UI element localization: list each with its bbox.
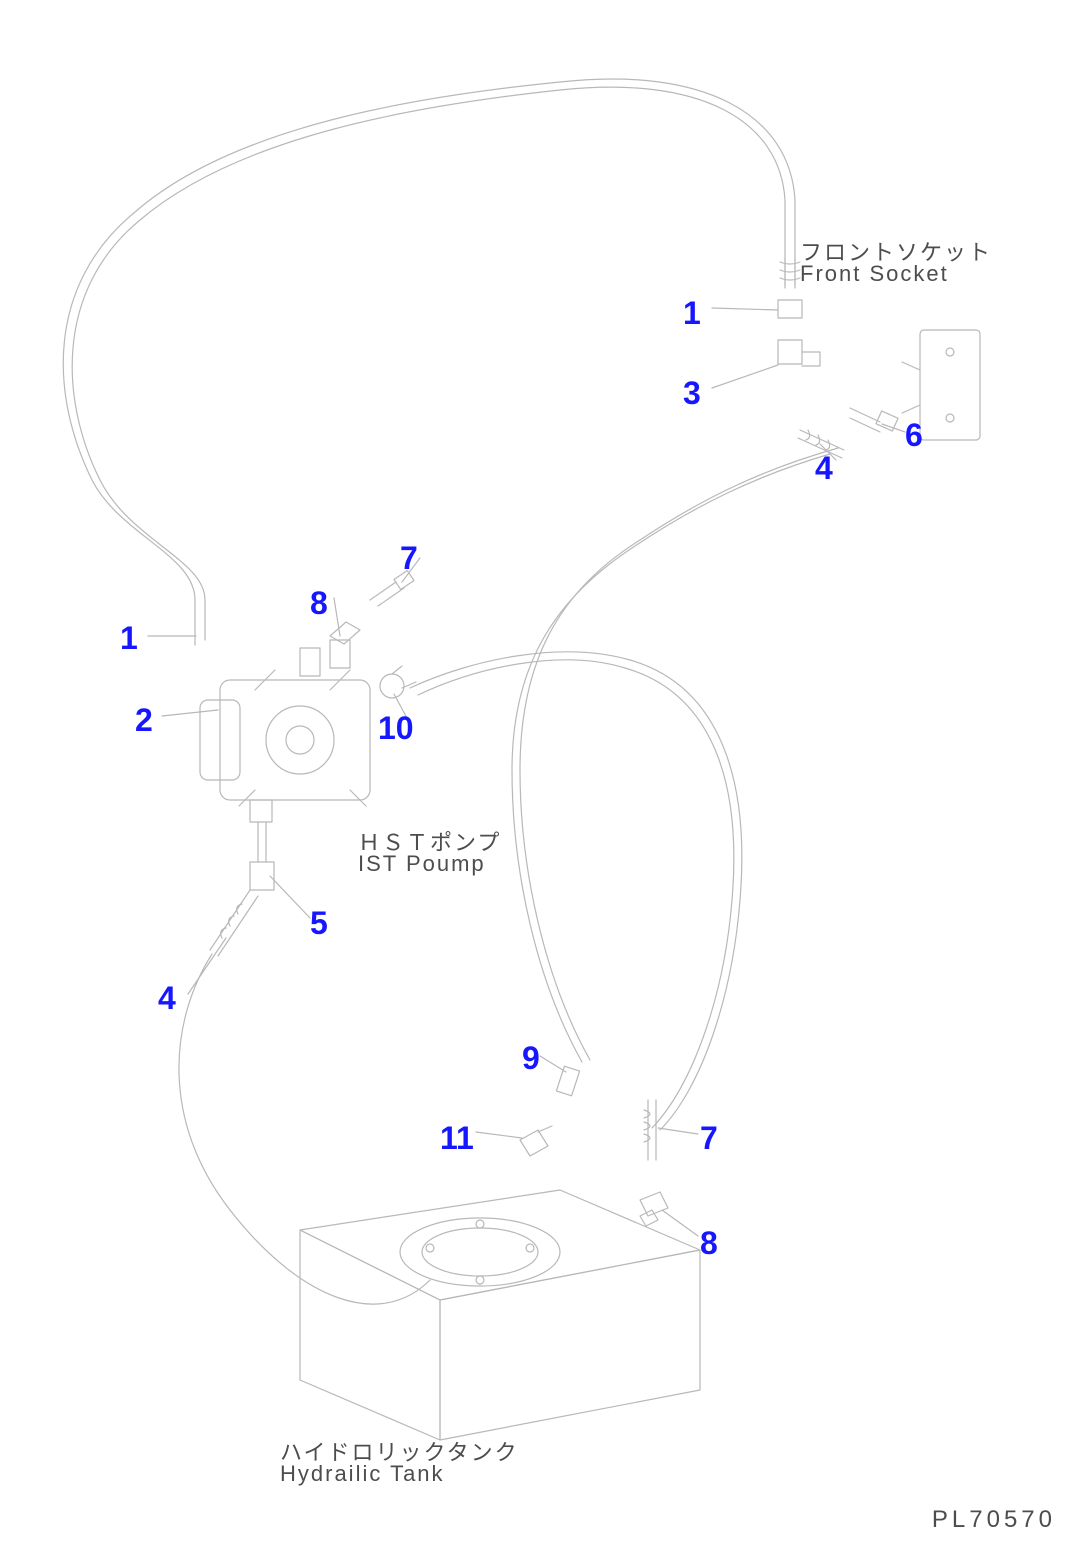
callout-10-8: 10 xyxy=(378,710,414,747)
callout-4-3: 4 xyxy=(815,450,833,487)
exploded-diagram xyxy=(0,0,1090,1552)
callout-7-13: 7 xyxy=(700,1120,718,1157)
callout-3-1: 3 xyxy=(683,375,701,412)
callout-1-0: 1 xyxy=(683,295,701,332)
callout-4-10: 4 xyxy=(158,980,176,1017)
label-en-1: IST Poump xyxy=(358,851,486,877)
callout-6-2: 6 xyxy=(905,417,923,454)
callout-1-6: 1 xyxy=(120,620,138,657)
callout-2-7: 2 xyxy=(135,702,153,739)
callout-9-11: 9 xyxy=(522,1040,540,1077)
callout-11-12: 11 xyxy=(440,1120,474,1157)
callout-8-5: 8 xyxy=(310,585,328,622)
callout-5-9: 5 xyxy=(310,905,328,942)
drawing-number: PL70570 xyxy=(932,1506,1056,1534)
label-en-0: Front Socket xyxy=(800,261,949,287)
callout-8-14: 8 xyxy=(700,1225,718,1262)
callout-7-4: 7 xyxy=(400,540,418,577)
label-en-2: Hydrailic Tank xyxy=(280,1461,445,1487)
